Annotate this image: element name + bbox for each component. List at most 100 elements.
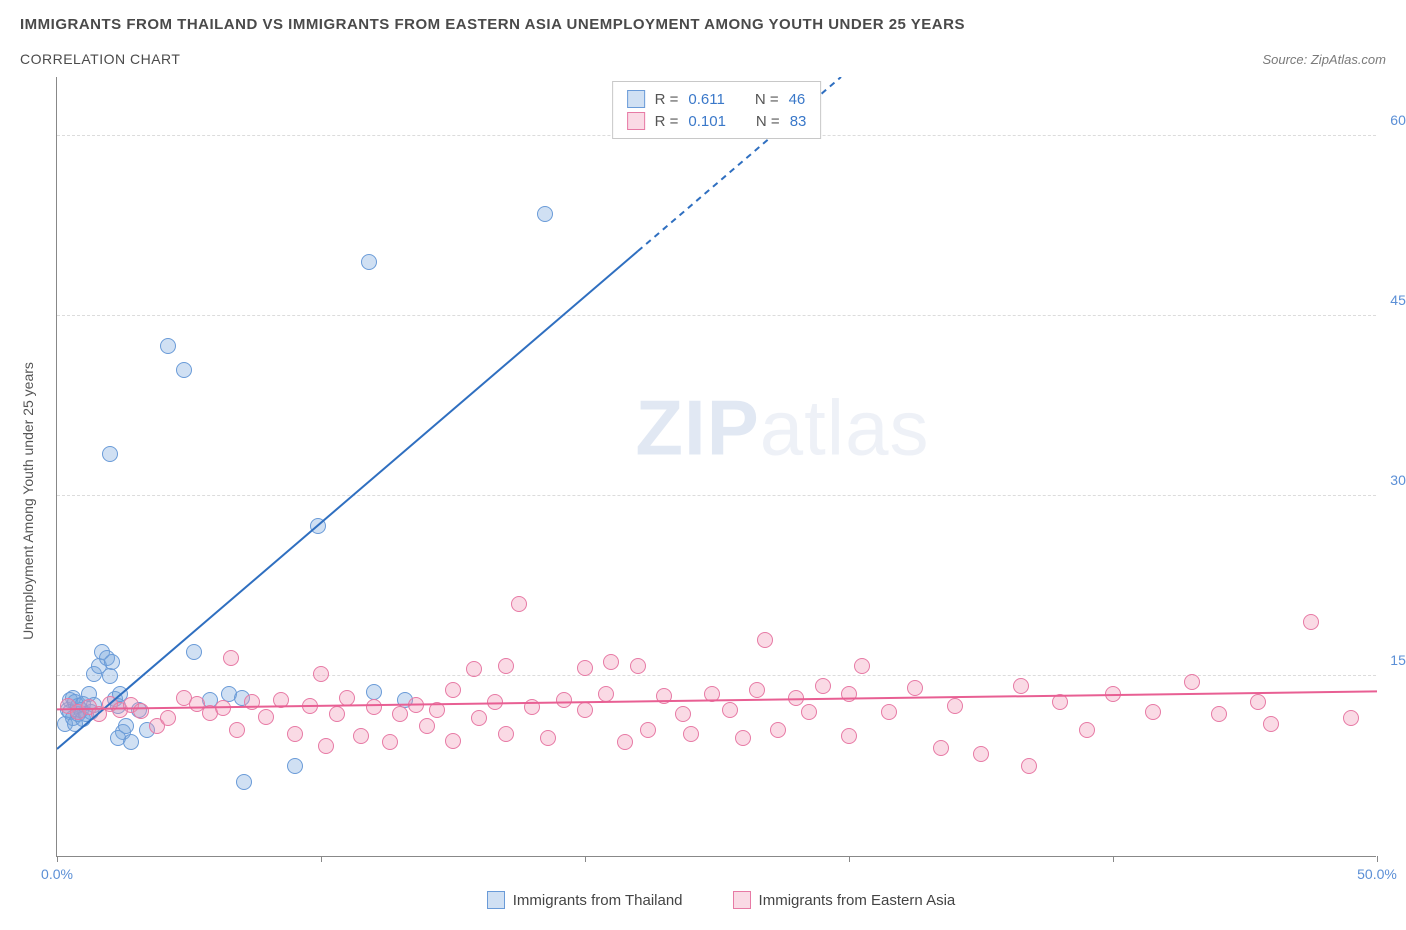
swatch-thailand [627,90,645,108]
data-point-eastern_asia [815,678,831,694]
data-point-thailand [102,446,118,462]
y-tick-label: 60.0% [1390,112,1406,128]
data-point-eastern_asia [1184,674,1200,690]
x-tick [1377,856,1378,862]
data-point-thailand [361,254,377,270]
data-point-eastern_asia [841,728,857,744]
title-block: IMMIGRANTS FROM THAILAND VS IMMIGRANTS F… [20,16,965,67]
gridline-h [57,675,1376,676]
data-point-thailand [104,654,120,670]
data-point-eastern_asia [229,722,245,738]
x-tick [849,856,850,862]
x-tick-label: 0.0% [41,866,73,882]
data-point-eastern_asia [556,692,572,708]
data-point-thailand [236,774,252,790]
data-point-eastern_asia [540,730,556,746]
data-point-eastern_asia [524,699,540,715]
watermark-zip: ZIP [635,383,759,471]
scatter-plot: ZIPatlas R = 0.611 N = 46 R = 0.101 N = … [56,77,1376,857]
data-point-eastern_asia [577,702,593,718]
data-point-eastern_asia [770,722,786,738]
data-point-eastern_asia [302,698,318,714]
data-point-eastern_asia [133,703,149,719]
data-point-eastern_asia [749,682,765,698]
data-point-thailand [186,644,202,660]
data-point-thailand [102,668,118,684]
swatch-eastern-asia [627,112,645,130]
legend-label-thailand: Immigrants from Thailand [513,892,683,909]
data-point-eastern_asia [429,702,445,718]
data-point-eastern_asia [353,728,369,744]
r-label: R = [655,113,679,130]
gridline-h [57,495,1376,496]
data-point-eastern_asia [675,706,691,722]
watermark-atlas: atlas [760,383,930,471]
data-point-eastern_asia [318,738,334,754]
legend-swatch-eastern-asia [733,891,751,909]
data-point-eastern_asia [408,697,424,713]
data-point-eastern_asia [1052,694,1068,710]
data-point-eastern_asia [1211,706,1227,722]
n-value-eastern-asia: 83 [790,113,807,130]
data-point-eastern_asia [603,654,619,670]
gridline-h [57,315,1376,316]
data-point-thailand [310,518,326,534]
y-tick-label: 45.0% [1390,292,1406,308]
n-label: N = [755,91,779,108]
x-tick [585,856,586,862]
data-point-eastern_asia [1263,716,1279,732]
watermark: ZIPatlas [635,382,929,473]
r-value-eastern-asia: 0.101 [688,113,726,130]
data-point-eastern_asia [160,710,176,726]
data-point-eastern_asia [757,632,773,648]
data-point-eastern_asia [1343,710,1359,726]
data-point-eastern_asia [466,661,482,677]
data-point-thailand [366,684,382,700]
n-label: N = [756,113,780,130]
source-attribution: Source: ZipAtlas.com [1262,52,1386,67]
data-point-eastern_asia [419,718,435,734]
data-point-eastern_asia [1250,694,1266,710]
data-point-eastern_asia [1013,678,1029,694]
data-point-thailand [537,206,553,222]
data-point-eastern_asia [630,658,646,674]
data-point-eastern_asia [656,688,672,704]
chart-subtitle: CORRELATION CHART [20,51,965,67]
chart-area: Unemployment Among Youth under 25 years … [56,77,1386,909]
data-point-eastern_asia [947,698,963,714]
n-value-thailand: 46 [789,91,806,108]
x-tick-label: 50.0% [1357,866,1397,882]
data-point-eastern_asia [382,734,398,750]
correlation-stats-legend: R = 0.611 N = 46 R = 0.101 N = 83 [612,81,822,139]
data-point-eastern_asia [617,734,633,750]
data-point-eastern_asia [339,690,355,706]
stats-row-thailand: R = 0.611 N = 46 [627,88,807,110]
legend-label-eastern-asia: Immigrants from Eastern Asia [759,892,956,909]
data-point-eastern_asia [577,660,593,676]
data-point-eastern_asia [683,726,699,742]
data-point-eastern_asia [933,740,949,756]
data-point-eastern_asia [445,733,461,749]
data-point-eastern_asia [907,680,923,696]
data-point-eastern_asia [223,650,239,666]
legend-item-thailand: Immigrants from Thailand [487,891,683,909]
chart-header: IMMIGRANTS FROM THAILAND VS IMMIGRANTS F… [20,16,1386,67]
data-point-eastern_asia [445,682,461,698]
data-point-eastern_asia [1303,614,1319,630]
trend-lines [57,77,1377,857]
x-tick [57,856,58,862]
data-point-eastern_asia [215,700,231,716]
stats-row-eastern-asia: R = 0.101 N = 83 [627,110,807,132]
data-point-eastern_asia [598,686,614,702]
source-name: ZipAtlas.com [1311,52,1386,67]
data-point-eastern_asia [366,699,382,715]
data-point-thailand [110,730,126,746]
r-label: R = [655,91,679,108]
legend-item-eastern-asia: Immigrants from Eastern Asia [733,891,956,909]
data-point-eastern_asia [722,702,738,718]
source-prefix: Source: [1262,52,1310,67]
data-point-eastern_asia [881,704,897,720]
data-point-eastern_asia [1021,758,1037,774]
y-tick-label: 15.0% [1390,652,1406,668]
data-point-eastern_asia [511,596,527,612]
